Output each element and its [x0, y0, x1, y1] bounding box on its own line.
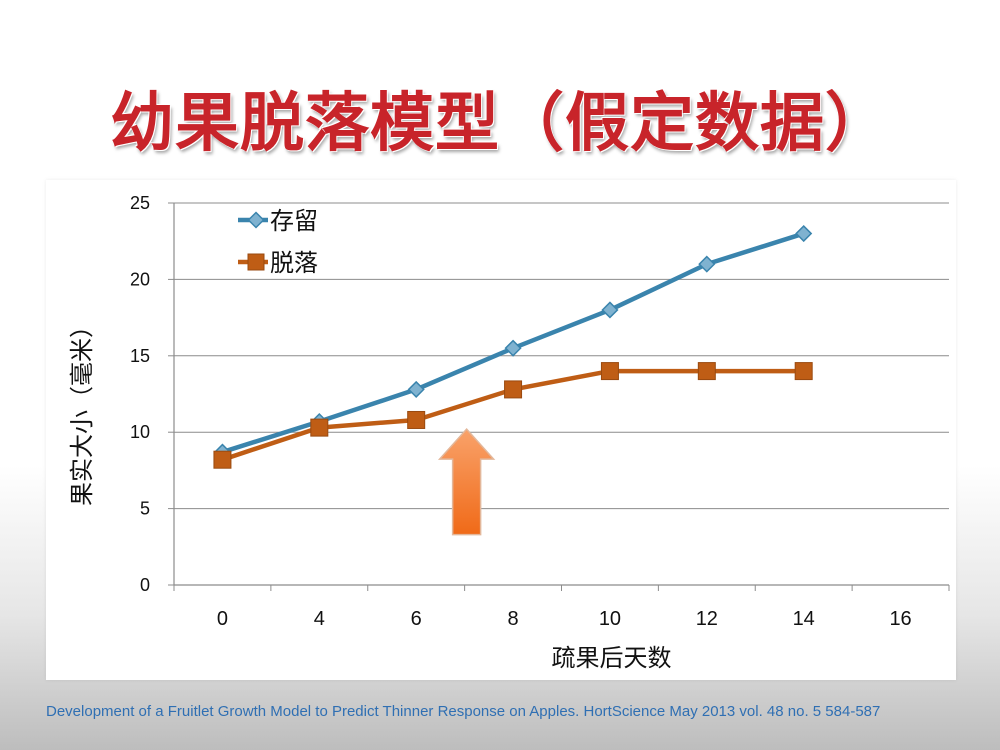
- x-axis-title: 疏果后天数: [552, 644, 672, 672]
- source-citation: Development of a Fruitlet Growth Model t…: [46, 703, 881, 720]
- y-axis-title: 果实大小（毫米）: [68, 314, 96, 506]
- y-tick-label: 25: [130, 193, 150, 213]
- x-tick-label: 0: [217, 608, 228, 630]
- x-tick-label: 12: [696, 608, 718, 630]
- x-tick-label: 8: [508, 608, 519, 630]
- legend-marker: [247, 253, 265, 271]
- data-point: [504, 339, 522, 357]
- slide-title: 幼果脱落模型（假定数据）: [110, 87, 890, 161]
- data-point: [407, 380, 425, 398]
- y-tick-label: 0: [140, 575, 150, 595]
- y-tick-label: 20: [130, 269, 150, 289]
- y-tick-label: 10: [130, 422, 150, 442]
- legend-marker: [247, 211, 265, 229]
- x-tick-label: 4: [314, 608, 325, 630]
- data-point: [795, 224, 813, 243]
- data-point: [600, 362, 619, 381]
- annotation-arrow: [437, 428, 496, 536]
- x-tick-label: 6: [411, 608, 422, 630]
- data-point: [213, 450, 232, 469]
- data-point: [697, 362, 716, 381]
- data-point: [698, 255, 716, 273]
- legend-label: 存留: [270, 207, 318, 235]
- data-point: [407, 410, 426, 429]
- x-tick-label: 14: [793, 608, 815, 630]
- chart-panel: 存留脱落 0 5 10 15 20 25 0 4 6 8 10 12 14 16 疏果后天数 果实大小（毫米）: [46, 180, 956, 680]
- data-point: [601, 301, 619, 319]
- data-point: [794, 362, 813, 381]
- data-point: [504, 380, 523, 399]
- y-tick-label: 5: [140, 499, 150, 519]
- data-point: [310, 418, 329, 437]
- y-tick-label: 15: [130, 346, 150, 366]
- x-tick-label: 10: [599, 608, 621, 630]
- legend-label: 脱落: [270, 249, 318, 277]
- x-tick-label: 16: [889, 608, 911, 630]
